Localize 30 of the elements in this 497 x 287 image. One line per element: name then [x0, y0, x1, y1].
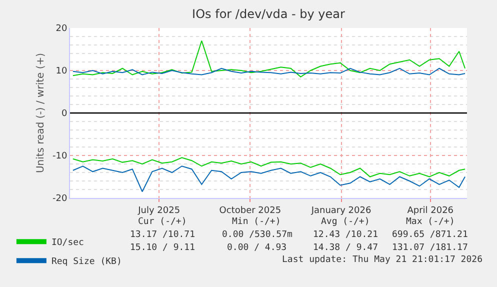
legend-label: Req Size (KB)	[51, 257, 122, 268]
text: 0.00 / 4.93	[227, 243, 287, 253]
text: Cur (-/+)	[138, 217, 187, 227]
y-tick-label: -10	[52, 152, 68, 162]
text: Max (-/+)	[406, 217, 455, 227]
y-tick-label: 10	[56, 66, 68, 77]
line-series	[72, 166, 466, 192]
line-series	[72, 40, 466, 78]
y-tick-label: -20	[52, 194, 68, 204]
x-tick-label: July 2025	[137, 206, 180, 216]
text: 13.17 /10.71	[130, 230, 196, 240]
x-tick-label: January 2026	[310, 206, 372, 216]
text: 15.10 / 9.11	[130, 243, 196, 253]
y-tick-label: 0	[61, 109, 68, 120]
legend-label: IO/sec	[51, 238, 84, 248]
chart-title: IOs for /dev/vda - by year	[192, 7, 346, 22]
text: 0.00 /530.57m	[222, 230, 292, 240]
line-series	[72, 157, 466, 178]
line-series	[72, 68, 466, 76]
text: Min (-/+)	[232, 217, 281, 227]
y-tick-label: 20	[56, 24, 68, 34]
x-tick-label: April 2026	[407, 206, 454, 216]
text: 14.38 / 9.47	[313, 243, 378, 253]
text: 699.65 /871.21	[392, 230, 468, 240]
text: 131.07 /181.17	[392, 243, 468, 253]
text: Avg (-/+)	[321, 217, 370, 227]
x-tick-label: October 2025	[219, 206, 282, 216]
y-axis-title: Units read (-) / write (+)	[35, 52, 46, 174]
text: Last update: Thu May 21 21:01:17 2026	[282, 255, 482, 265]
text: 12.43 /10.21	[313, 230, 378, 240]
